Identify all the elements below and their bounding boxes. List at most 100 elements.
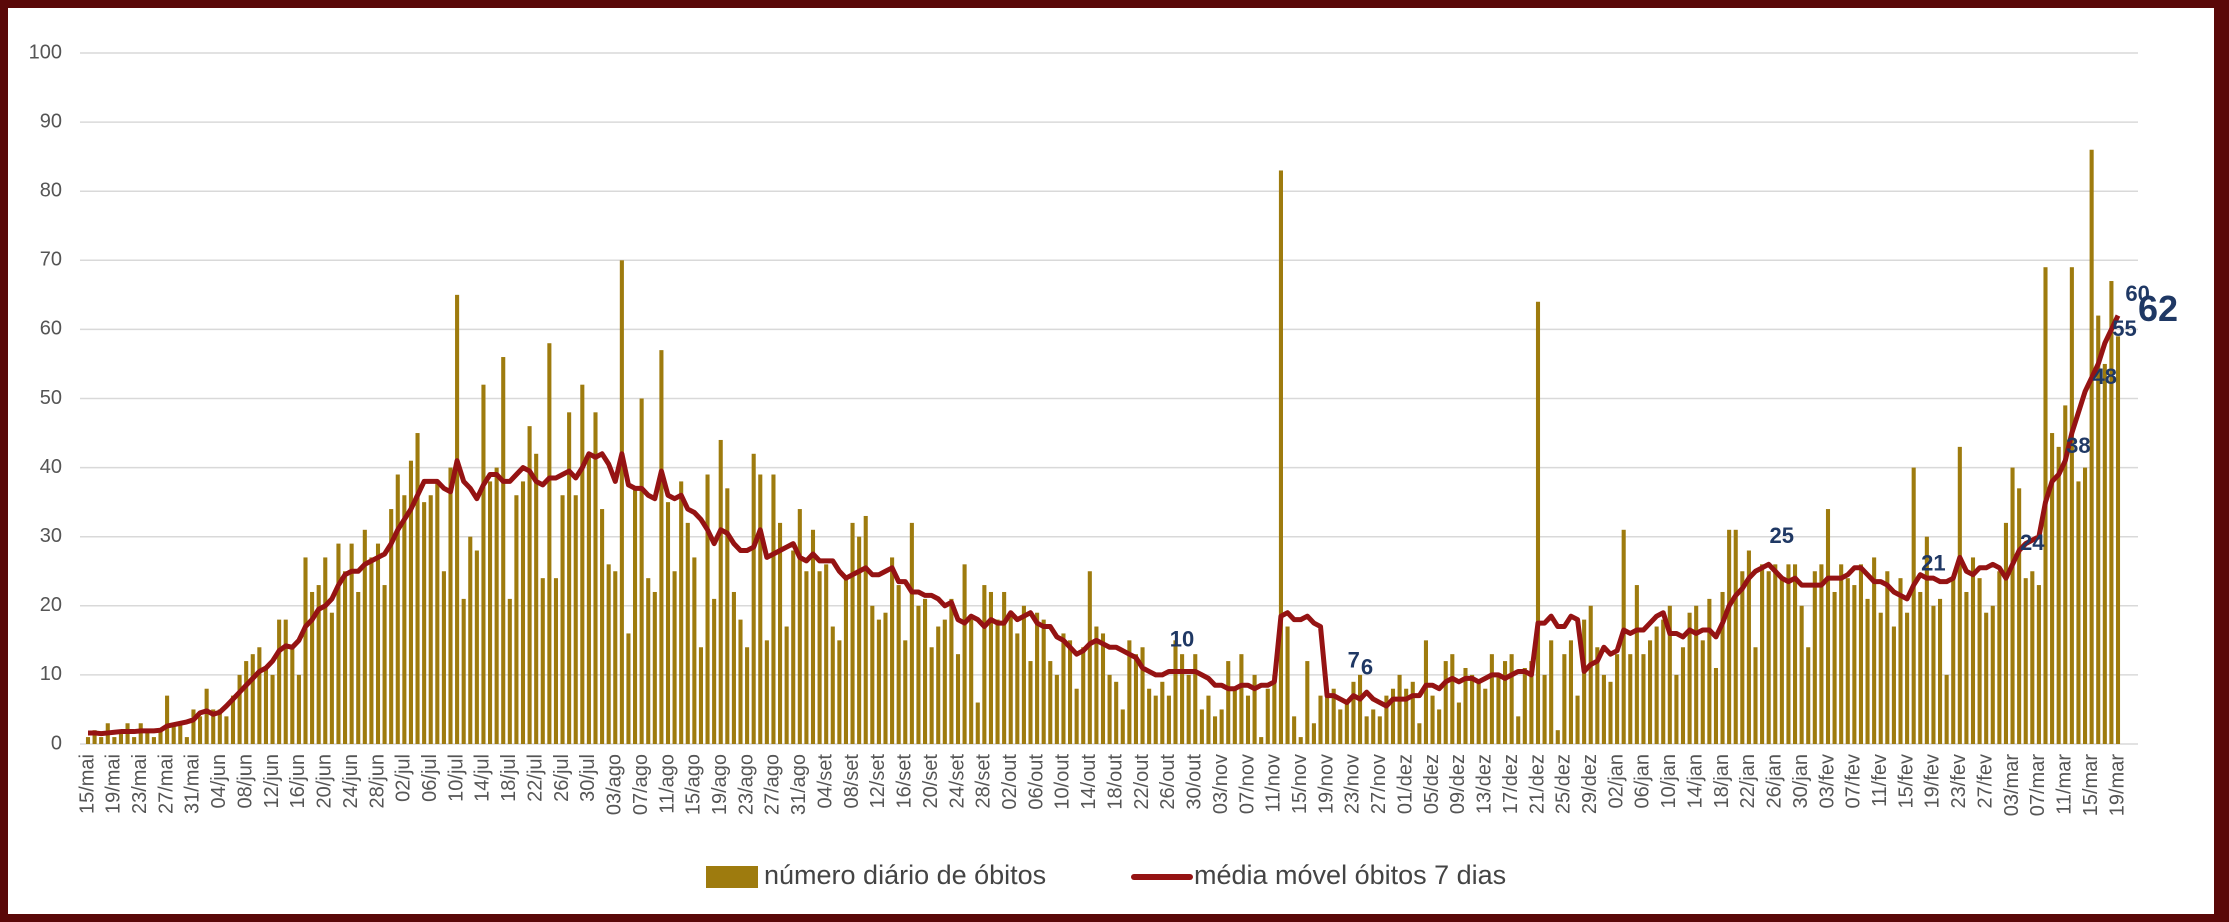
bar [1417,723,1422,744]
bar [797,509,802,744]
bar [1206,695,1211,744]
x-tick-label: 30/jul [577,754,599,802]
bar [1463,667,1468,744]
bar [1878,612,1883,744]
bar [1911,467,1916,744]
legend-swatch [706,866,758,888]
x-tick-label: 27/ago [762,754,784,815]
bar [1957,446,1962,744]
bar [1186,674,1191,744]
bar [949,598,954,744]
x-tick-label: 19/mai [103,754,125,814]
bar [1259,737,1264,744]
bar [1265,688,1270,744]
bar [1687,612,1692,744]
x-tick-label: 20/set [920,754,942,809]
x-tick-label: 06/out [1025,754,1047,810]
bar [593,412,598,744]
bar [764,640,769,744]
bar [1970,557,1976,744]
x-tick-label: 24/set [946,754,968,809]
bar [2010,467,2015,744]
bar [1944,674,1949,744]
x-tick-label: 31/ago [788,754,810,815]
bar [534,453,539,744]
bar [1496,674,1501,744]
bar [1140,647,1145,744]
bar [936,626,941,744]
bar [1423,640,1428,744]
bar [343,571,348,744]
bar [481,384,486,744]
x-tick-label: 15/mar [2080,754,2102,817]
bar [1054,674,1059,744]
x-tick-label: 11/mar [2054,754,2076,815]
bar [92,730,97,744]
data-label: 48 [2092,364,2116,389]
bar [408,460,413,744]
bar [639,398,644,744]
bar [1555,730,1560,744]
y-tick-label: 80 [40,179,62,201]
bar [1100,633,1106,744]
bar [1081,647,1086,744]
x-tick-label: 06/jul [419,754,441,802]
bar [679,481,684,744]
bar [2109,281,2114,744]
bar [1977,578,1982,744]
y-tick-label: 70 [40,249,62,271]
bar [2036,585,2041,744]
bar [1806,647,1811,744]
bar [1021,605,1026,744]
x-tick-label: 16/set [894,754,916,809]
x-tick-label: 23/ago [735,754,757,815]
bar [725,488,730,744]
bar [270,674,275,744]
bar [698,647,703,744]
bar [1384,695,1389,744]
bar [1845,578,1850,744]
bar [1760,564,1765,744]
bar [428,495,433,744]
bar [1720,591,1725,744]
bar [1951,578,1956,744]
bar [1905,612,1910,744]
bar [316,585,321,744]
x-tick-label: 23/nov [1342,754,1364,814]
bar [1608,681,1613,744]
legend-label: média móvel óbitos 7 dias [1194,860,1506,890]
data-label: 10 [1170,627,1194,652]
bar [909,522,914,744]
bar [580,384,585,744]
bar [1713,667,1718,744]
legend-label: número diário de óbitos [764,860,1046,890]
bar [1199,709,1204,744]
bar [336,543,341,744]
bar [1298,737,1303,744]
bar [1832,591,1837,744]
bar [1753,647,1758,744]
bar [1180,654,1185,744]
y-tick-label: 90 [40,110,62,132]
bar [646,578,651,744]
bar [1035,612,1040,744]
bar [547,343,552,744]
bar [230,695,236,744]
bar [1397,674,1402,744]
bar [2115,336,2121,744]
bar [1819,564,1824,744]
bar [692,557,697,744]
bar [178,723,183,744]
bar [1068,640,1073,744]
bar [1351,681,1356,744]
bar [362,529,367,744]
bar [883,612,888,744]
bar [1437,709,1442,744]
bar [415,433,420,744]
bar [1707,598,1712,744]
bar [1588,605,1593,744]
bar [1239,654,1244,744]
bar [1727,529,1732,744]
bar [626,633,631,744]
bar [2069,267,2074,744]
